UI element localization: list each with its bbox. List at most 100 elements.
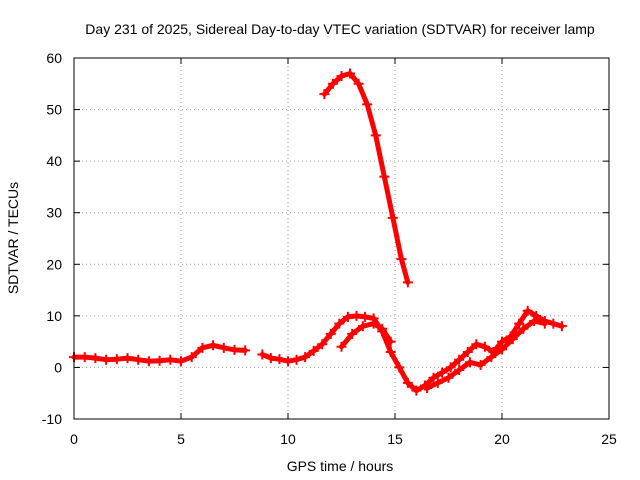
data-point	[165, 354, 176, 365]
data-point	[317, 339, 328, 350]
data-point	[396, 254, 407, 265]
data-point	[327, 78, 338, 89]
data-point	[486, 352, 497, 363]
data-point	[556, 321, 567, 332]
x-axis-label: GPS time / hours	[287, 458, 394, 474]
x-tick-label: 5	[177, 431, 185, 447]
series-band	[339, 321, 394, 350]
data-point	[197, 342, 208, 353]
data-point	[475, 359, 486, 370]
data-point	[229, 344, 240, 355]
data-point	[122, 353, 133, 364]
data-point	[422, 383, 433, 394]
x-tick-label: 0	[70, 431, 78, 447]
data-point	[497, 344, 507, 355]
data-point	[345, 68, 356, 79]
data-point	[377, 323, 388, 334]
data-point	[454, 365, 465, 376]
data-point	[368, 318, 379, 329]
data-point	[443, 372, 454, 383]
data-point	[411, 385, 422, 396]
data-point	[291, 354, 302, 365]
data-point	[548, 318, 559, 329]
data-point	[111, 354, 122, 365]
axis-ticks: 0 5 10 15 20 25 -10 0 10 20 30 40 50 60	[42, 50, 617, 447]
data-point	[428, 372, 439, 383]
x-tick-label: 20	[494, 431, 510, 447]
y-tick-label: 40	[46, 153, 62, 169]
data-point	[402, 277, 413, 288]
y-tick-label: 0	[54, 359, 62, 375]
data-point	[402, 377, 413, 388]
data-point	[518, 323, 529, 334]
x-tick-label: 10	[280, 431, 296, 447]
data-point	[437, 367, 448, 378]
y-axis-label: SDTVAR / TECUs	[5, 182, 21, 294]
data-point	[379, 171, 390, 182]
data-point	[334, 318, 345, 329]
data-point	[218, 342, 229, 353]
series-trace-5	[319, 68, 413, 288]
data-point	[347, 328, 358, 339]
data-point	[176, 356, 186, 367]
data-point	[90, 353, 101, 364]
data-point	[432, 377, 443, 388]
y-tick-label: 10	[46, 308, 62, 324]
data-point	[319, 89, 330, 100]
plot-area	[69, 68, 567, 396]
data-point	[454, 354, 465, 365]
data-point	[507, 334, 518, 345]
series-trace-4	[422, 316, 550, 394]
data-point	[362, 99, 373, 110]
data-point	[342, 311, 353, 322]
data-point	[522, 305, 533, 316]
data-point	[539, 318, 550, 329]
data-point	[257, 349, 268, 360]
data-point	[300, 352, 311, 363]
data-point	[79, 352, 90, 363]
data-point	[283, 356, 293, 367]
data-point	[360, 311, 371, 322]
data-point	[133, 354, 144, 365]
data-point	[387, 212, 398, 223]
x-tick-label: 15	[387, 431, 403, 447]
data-point	[240, 345, 251, 356]
data-point	[394, 362, 405, 373]
data-point	[274, 354, 285, 365]
series-trace-1	[69, 340, 251, 367]
x-tick-label: 25	[601, 431, 617, 447]
y-tick-label: 50	[46, 102, 62, 118]
data-point	[514, 318, 525, 329]
y-tick-label: -10	[42, 411, 62, 427]
data-point	[385, 336, 396, 347]
data-point	[351, 310, 362, 321]
data-point	[357, 321, 368, 332]
series-trace-3	[336, 318, 396, 352]
data-point	[336, 71, 347, 82]
data-point	[479, 341, 490, 352]
chart-title: Day 231 of 2025, Sidereal Day-to-day VTE…	[85, 21, 595, 37]
data-point	[154, 355, 165, 366]
data-point	[308, 345, 319, 356]
data-point	[336, 341, 347, 352]
data-point	[186, 352, 197, 363]
data-point	[464, 357, 475, 368]
data-point	[370, 130, 381, 141]
data-point	[101, 354, 112, 365]
y-tick-label: 20	[46, 256, 62, 272]
data-point	[353, 78, 364, 89]
data-point	[471, 339, 482, 350]
data-point	[445, 362, 456, 373]
data-point	[143, 356, 154, 367]
grid	[74, 58, 609, 419]
y-tick-label: 60	[46, 50, 62, 66]
data-point	[462, 346, 473, 357]
data-point	[325, 328, 336, 339]
y-tick-label: 30	[46, 205, 62, 221]
data-point	[265, 353, 276, 364]
data-point	[385, 346, 396, 357]
data-point	[529, 316, 540, 327]
data-point	[208, 340, 219, 351]
plot-frame	[73, 57, 610, 420]
